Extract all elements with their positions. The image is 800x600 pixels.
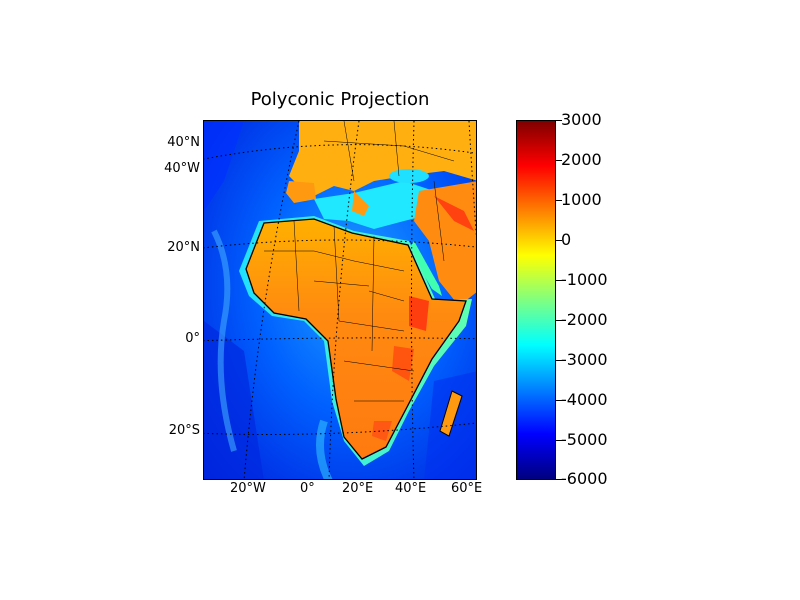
madagascar: [439, 390, 463, 437]
colorbar-label-minus6000: -6000: [561, 469, 608, 488]
red-sea: [409, 241, 442, 296]
colorbar-tick: [556, 120, 562, 121]
atlantic-ridge: [211, 229, 237, 452]
elevation-colorbar: [516, 120, 556, 480]
colorbar-label-minus1000: -1000: [561, 270, 608, 289]
lon-label-20w: 20°W: [230, 481, 266, 496]
colorbar-label-minus2000: -2000: [561, 310, 608, 329]
iran-highlands: [434, 196, 474, 231]
drakensberg: [372, 421, 392, 441]
lon-label-40e: 40°E: [395, 481, 427, 496]
colorbar-label-0: 0: [561, 230, 572, 249]
deep-ocean-north: [204, 121, 244, 211]
colorbar-tick: [556, 160, 562, 161]
lat-label-20n: 20°N: [167, 240, 200, 255]
colorbar-tick: [556, 320, 562, 321]
colorbar-label-minus3000: -3000: [561, 350, 608, 369]
colorbar-tick: [556, 360, 562, 361]
walvis-ridge: [316, 419, 333, 479]
europe-landmass: [289, 121, 476, 196]
east-african-plateau: [392, 346, 414, 381]
colorbar-tick: [556, 240, 562, 241]
lat-label-40n: 40°N: [167, 135, 200, 150]
colorbar-label-minus5000: -5000: [561, 430, 608, 449]
colorbar-tick: [556, 400, 562, 401]
graticule: [204, 121, 476, 479]
mediterranean-sea: [314, 181, 434, 229]
colorbar-label-1000: 1000: [561, 190, 602, 209]
colorbar-tick: [556, 479, 562, 480]
colorbar-tick: [556, 280, 562, 281]
italy-landmass: [352, 191, 369, 216]
colorbar-label-minus4000: -4000: [561, 390, 608, 409]
africa-elevation-map: [204, 121, 476, 479]
lon-label-0: 0°: [300, 481, 315, 496]
ethiopian-highlands: [409, 296, 429, 331]
lat-label-40w: 40°W: [164, 161, 200, 176]
colorbar-tick: [556, 200, 562, 201]
iberia-landmass: [286, 181, 316, 203]
lat-label-20s: 20°S: [168, 423, 200, 438]
country-borders: [264, 121, 455, 402]
lon-label-20e: 20°E: [342, 481, 374, 496]
africa-landmass: [245, 218, 467, 460]
lat-label-0: 0°: [185, 331, 200, 346]
black-sea: [389, 169, 429, 183]
colorbar-label-2000: 2000: [561, 150, 602, 169]
map-title: Polyconic Projection: [250, 89, 430, 110]
lon-label-60e: 60°E: [451, 481, 483, 496]
map-panel: [203, 120, 477, 480]
colorbar-tick: [556, 440, 562, 441]
colorbar-label-3000: 3000: [561, 110, 602, 129]
